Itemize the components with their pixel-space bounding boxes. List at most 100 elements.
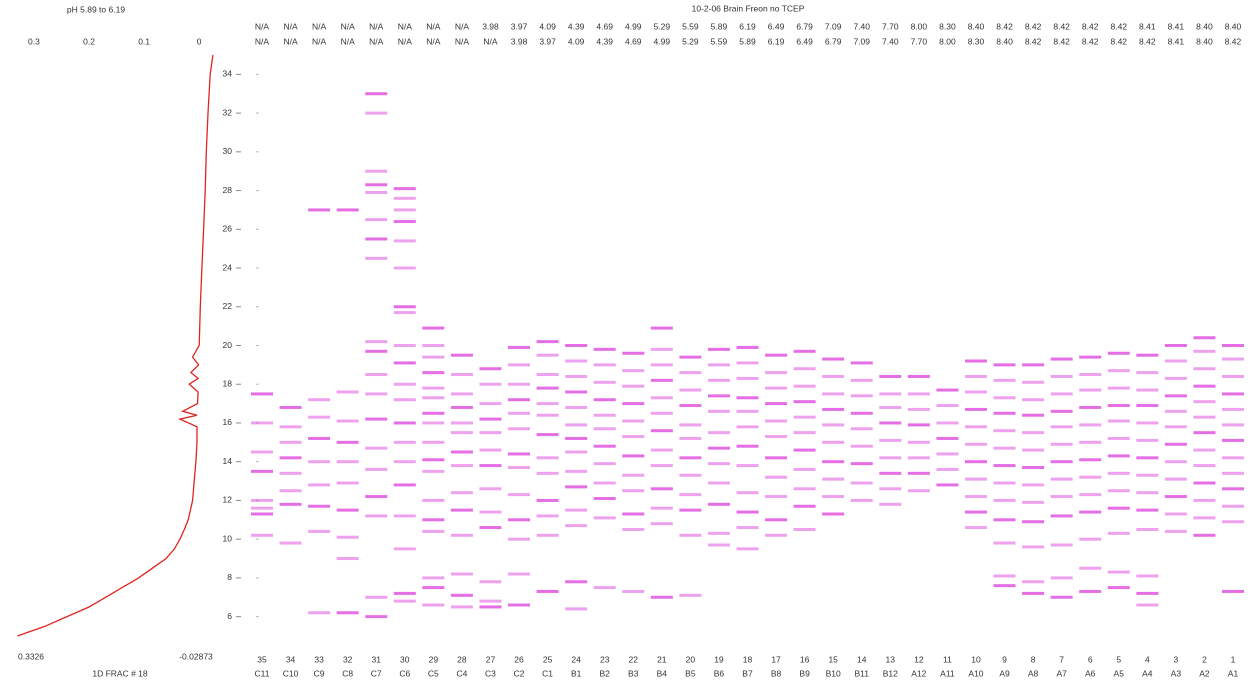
protein-band (337, 460, 359, 463)
lane-number: 32 (343, 654, 353, 664)
ph-bottom-label: 8.42 (1139, 36, 1156, 46)
x-tick-label: 0.3 (28, 36, 40, 46)
protein-band (394, 305, 416, 308)
protein-band (422, 327, 444, 330)
protein-band (879, 456, 901, 459)
protein-band (479, 464, 501, 467)
lane-number: 14 (857, 654, 867, 664)
protein-band (1108, 507, 1130, 510)
protein-band (679, 423, 701, 426)
lane-number: 7 (1059, 654, 1064, 664)
ph-bottom-label: 8.42 (1110, 36, 1127, 46)
protein-band (451, 534, 473, 537)
protein-band (1193, 482, 1215, 485)
protein-band (851, 361, 873, 364)
protein-band (594, 427, 616, 430)
protein-band (879, 392, 901, 395)
protein-band (251, 499, 273, 502)
protein-band (508, 604, 530, 607)
protein-band (394, 208, 416, 211)
ph-top-label: 8.41 (1139, 21, 1156, 31)
protein-band (451, 594, 473, 597)
y-tick-label: 6 (227, 611, 232, 621)
protein-band (1193, 449, 1215, 452)
protein-band (1079, 356, 1101, 359)
ph-top-label: N/A (398, 21, 413, 31)
ph-top-label: 8.42 (996, 21, 1013, 31)
protein-band (965, 495, 987, 498)
protein-band (737, 361, 759, 364)
protein-band (365, 183, 387, 186)
protein-band (708, 543, 730, 546)
protein-band (479, 402, 501, 405)
protein-band (451, 421, 473, 424)
lane-number: 23 (600, 654, 610, 664)
chart-title: 10-2-06 Brain Freon no TCEP (692, 3, 805, 13)
well-label: B4 (657, 668, 668, 678)
protein-band (422, 412, 444, 415)
protein-band (879, 406, 901, 409)
protein-band (651, 412, 673, 415)
protein-band (651, 363, 673, 366)
lane-number: 19 (714, 654, 724, 664)
protein-band (1051, 543, 1073, 546)
protein-band (422, 604, 444, 607)
ph-top-label: 8.42 (1110, 21, 1127, 31)
protein-band (308, 483, 330, 486)
protein-band (394, 267, 416, 270)
protein-band (1165, 394, 1187, 397)
protein-band (822, 478, 844, 481)
protein-band (1165, 377, 1187, 380)
protein-band (1193, 464, 1215, 467)
protein-band (537, 472, 559, 475)
protein-band (1222, 439, 1244, 442)
ph-bottom-label: 5.89 (739, 36, 756, 46)
protein-band (1193, 400, 1215, 403)
protein-band (708, 532, 730, 535)
protein-band (479, 511, 501, 514)
x-tick-label: 0.1 (138, 36, 150, 46)
protein-band (1051, 358, 1073, 361)
protein-band (537, 402, 559, 405)
protein-band (394, 421, 416, 424)
protein-band (708, 410, 730, 413)
protein-band (1165, 425, 1187, 428)
protein-band (1022, 414, 1044, 417)
protein-band (908, 441, 930, 444)
protein-band (1051, 596, 1073, 599)
protein-band (879, 421, 901, 424)
lane-number: 8 (1031, 654, 1036, 664)
protein-band (365, 218, 387, 221)
protein-band (422, 371, 444, 374)
ph-top-label: 6.19 (739, 21, 756, 31)
protein-band (537, 354, 559, 357)
protein-band (679, 534, 701, 537)
well-label: C8 (342, 668, 353, 678)
protein-band (794, 487, 816, 490)
ph-top-label: 5.29 (654, 21, 671, 31)
protein-band (794, 431, 816, 434)
protein-band (394, 592, 416, 595)
protein-band (936, 421, 958, 424)
ph-top-label: N/A (426, 21, 441, 31)
protein-band (622, 512, 644, 515)
protein-band (1222, 472, 1244, 475)
protein-band (1108, 437, 1130, 440)
protein-band (879, 439, 901, 442)
protein-band (1222, 375, 1244, 378)
lane-number: 22 (629, 654, 639, 664)
ph-top-label: 8.30 (939, 21, 956, 31)
ph-bottom-label: 5.59 (711, 36, 728, 46)
well-label: A12 (911, 668, 926, 678)
protein-band (1193, 385, 1215, 388)
protein-band (537, 414, 559, 417)
protein-band (765, 534, 787, 537)
protein-band (337, 208, 359, 211)
protein-band (994, 379, 1016, 382)
protein-band (1165, 495, 1187, 498)
ph-bottom-label: 4.99 (654, 36, 671, 46)
protein-band (651, 379, 673, 382)
protein-band (679, 493, 701, 496)
protein-band (708, 394, 730, 397)
protein-band (422, 344, 444, 347)
